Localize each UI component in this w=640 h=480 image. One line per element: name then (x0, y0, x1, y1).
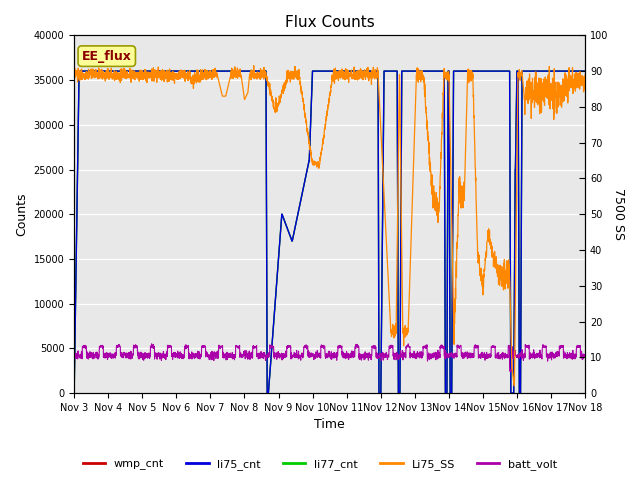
X-axis label: Time: Time (314, 419, 345, 432)
Legend: wmp_cnt, li75_cnt, li77_cnt, Li75_SS, batt_volt: wmp_cnt, li75_cnt, li77_cnt, Li75_SS, ba… (78, 455, 562, 474)
Title: Flux Counts: Flux Counts (285, 15, 374, 30)
Y-axis label: 7500 SS: 7500 SS (612, 188, 625, 240)
Y-axis label: Counts: Counts (15, 192, 28, 236)
Text: EE_flux: EE_flux (82, 49, 132, 63)
